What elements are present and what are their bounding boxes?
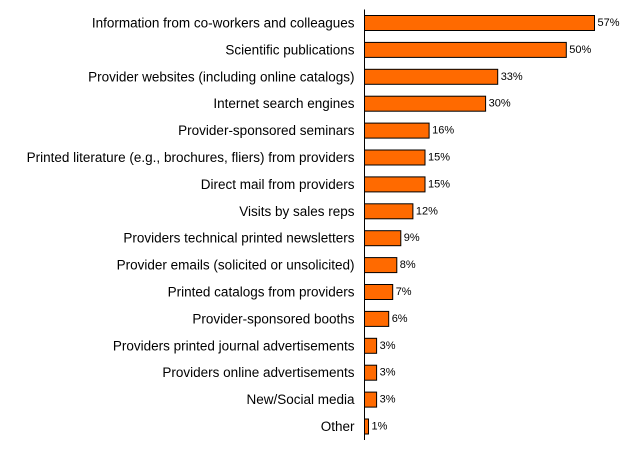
category-label-15: Other xyxy=(321,419,355,434)
value-label-7: 12% xyxy=(416,205,438,217)
bar-4 xyxy=(364,122,430,139)
bar-15 xyxy=(364,418,369,435)
category-label-7: Visits by sales reps xyxy=(239,204,355,219)
category-label-8: Providers technical printed newsletters xyxy=(123,231,354,246)
value-label-14: 3% xyxy=(380,394,396,406)
category-label-5: Printed literature (e.g., brochures, fli… xyxy=(27,150,355,165)
value-label-2: 33% xyxy=(501,71,523,83)
category-label-2: Provider websites (including online cata… xyxy=(88,69,354,84)
value-label-4: 16% xyxy=(432,125,454,137)
bar-3 xyxy=(364,95,487,112)
value-label-8: 9% xyxy=(404,232,420,244)
bar-2 xyxy=(364,68,499,85)
value-label-12: 3% xyxy=(380,340,396,352)
category-label-4: Provider-sponsored seminars xyxy=(178,123,355,138)
bar-5 xyxy=(364,149,426,166)
category-label-0: Information from co-workers and colleagu… xyxy=(92,16,355,31)
category-label-13: Providers online advertisements xyxy=(162,365,354,380)
bar-7 xyxy=(364,203,414,220)
value-labels-group: 57% 50% 33% 30% 16% 15% 15% 12% 9% 8% 7% 6% 3% 3% 3% 1% xyxy=(372,17,620,433)
category-label-3: Internet search engines xyxy=(213,96,354,111)
bar-6 xyxy=(364,176,426,193)
category-label-14: New/Social media xyxy=(246,392,355,407)
value-label-5: 15% xyxy=(428,152,450,164)
bar-8 xyxy=(364,230,402,247)
value-label-9: 8% xyxy=(400,259,416,271)
bar-1 xyxy=(364,41,567,58)
value-label-10: 7% xyxy=(396,286,412,298)
bar-11 xyxy=(364,310,390,327)
value-label-1: 50% xyxy=(569,44,591,56)
value-label-13: 3% xyxy=(380,367,396,379)
category-label-12: Providers printed journal advertisements xyxy=(113,338,355,353)
bar-0 xyxy=(364,15,595,31)
category-label-11: Provider-sponsored booths xyxy=(192,311,354,326)
category-labels-group: Information from co-workers and colleagu… xyxy=(27,16,355,435)
value-label-3: 30% xyxy=(489,98,511,110)
bar-13 xyxy=(364,364,378,381)
bar-12 xyxy=(364,337,378,354)
category-label-6: Direct mail from providers xyxy=(201,177,355,192)
value-label-15: 1% xyxy=(372,421,388,433)
bars-group xyxy=(364,15,595,435)
category-label-10: Printed catalogs from providers xyxy=(168,285,355,300)
bar-14 xyxy=(364,391,378,408)
value-label-0: 57% xyxy=(598,17,620,29)
value-label-11: 6% xyxy=(392,313,408,325)
value-label-6: 15% xyxy=(428,178,450,190)
bar-10 xyxy=(364,284,394,300)
bar-9 xyxy=(364,257,398,274)
category-label-9: Provider emails (solicited or unsolicite… xyxy=(117,258,355,273)
category-label-1: Scientific publications xyxy=(225,42,354,57)
